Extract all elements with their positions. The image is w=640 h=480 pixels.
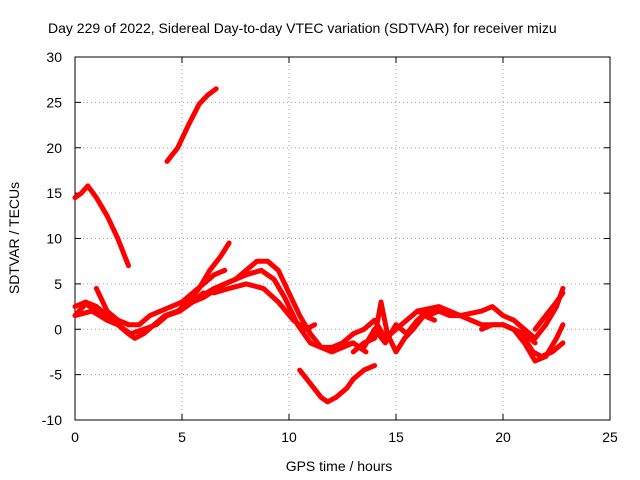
series-line-track-n — [414, 285, 566, 341]
chart-title: Day 229 of 2022, Sidereal Day-to-day VTE… — [48, 20, 557, 36]
x-tick-label: 0 — [71, 429, 79, 445]
y-tick-label: -5 — [50, 367, 63, 383]
x-tick-label: 20 — [495, 429, 511, 445]
x-axis-label: GPS time / hours — [286, 458, 393, 474]
x-tick-label: 10 — [281, 429, 297, 445]
x-tick-label: 15 — [388, 429, 404, 445]
y-tick-label: 15 — [46, 185, 62, 201]
x-tick-label: 25 — [602, 429, 618, 445]
data-series — [72, 86, 566, 405]
series-line-track-i — [211, 281, 318, 332]
y-tick-label: 5 — [54, 276, 62, 292]
series-line-track-j — [297, 363, 378, 405]
series-line-track-a — [72, 183, 131, 269]
series-line-track-b — [164, 86, 219, 164]
y-tick-label: 10 — [46, 231, 62, 247]
y-tick-label: 20 — [46, 140, 62, 156]
series-line-track-q — [532, 290, 566, 332]
grid — [75, 57, 610, 420]
series-line-track-p — [500, 322, 566, 359]
y-axis-label: SDTVAR / TECUs — [6, 182, 22, 294]
y-tick-label: 25 — [46, 94, 62, 110]
x-tick-label: 5 — [178, 429, 186, 445]
series-line-track-h — [179, 267, 369, 355]
axis-ticks: 0 5 10 15 20 25 -10 -5 0 5 10 15 20 25 30 — [42, 49, 618, 445]
y-tick-label: 30 — [46, 49, 62, 65]
y-tick-label: 0 — [54, 321, 62, 337]
y-tick-label: -10 — [42, 412, 62, 428]
series-line-track-f — [93, 285, 131, 328]
